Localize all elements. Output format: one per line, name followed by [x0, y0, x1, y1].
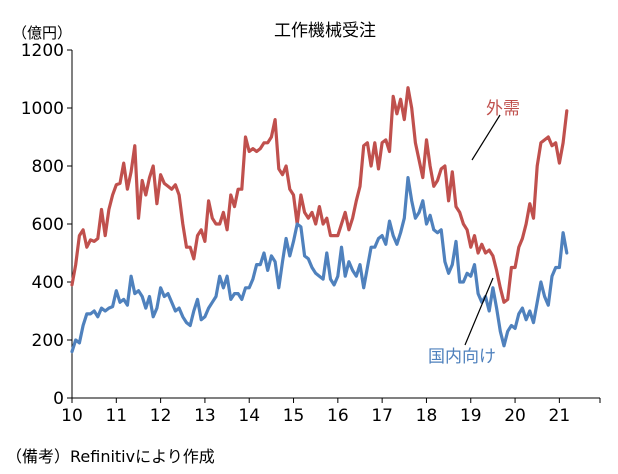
- x-tick-label: 21: [549, 406, 571, 426]
- x-tick-label: 11: [105, 406, 127, 426]
- annotation-pointer-exports: [471, 114, 501, 161]
- y-axis-unit-label: （億円）: [12, 24, 72, 42]
- y-tick-label: 0: [53, 389, 64, 409]
- y-tick-label: 600: [32, 215, 64, 235]
- x-tick-label: 14: [238, 406, 260, 426]
- y-tick-label: 400: [32, 273, 64, 293]
- series-line-exports: [70, 86, 569, 304]
- annotation-label-exports: 外需: [486, 99, 520, 119]
- x-tick-label: 15: [283, 406, 305, 426]
- y-tick-label: 200: [32, 331, 64, 351]
- y-tick-label: 1000: [21, 99, 64, 119]
- x-tick-label: 17: [371, 406, 393, 426]
- source-note: （備考）Refinitivにより作成: [6, 447, 215, 466]
- y-tick-label: 1200: [21, 41, 64, 61]
- x-tick-label: 18: [416, 406, 438, 426]
- x-tick-label: 16: [327, 406, 349, 426]
- x-tick-label: 13: [194, 406, 216, 426]
- y-tick-label: 800: [32, 157, 64, 177]
- annotation-pointer-domestic: [464, 277, 494, 346]
- x-tick-label: 20: [504, 406, 526, 426]
- axes: 0 200 400 600 800 1000 1200 10 11 12 13 14 15 16 17 18 1…: [21, 41, 601, 426]
- x-tick-label: 19: [460, 406, 482, 426]
- annotation-label-domestic: 国内向け: [428, 347, 496, 367]
- x-tick-label: 10: [61, 406, 83, 426]
- chart-title: 工作機械受注: [274, 21, 376, 41]
- x-tick-label: 12: [150, 406, 172, 426]
